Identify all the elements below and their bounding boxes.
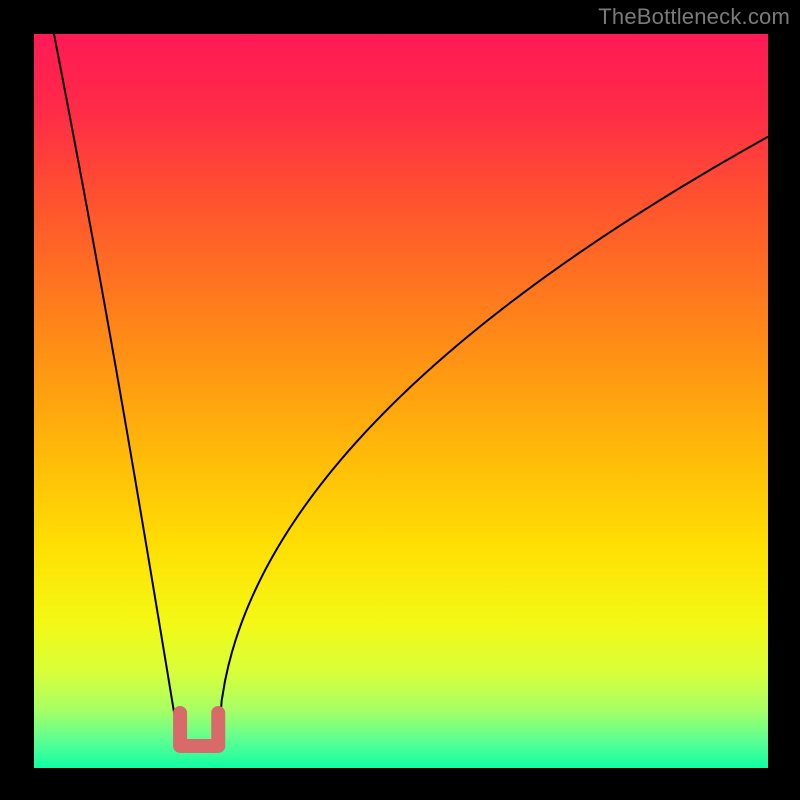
watermark-text: TheBottleneck.com	[598, 4, 790, 30]
bottleneck-curve	[34, 0, 768, 749]
plot-area	[34, 34, 768, 768]
curve-layer	[34, 34, 768, 768]
chart-container: TheBottleneck.com	[0, 0, 800, 800]
notch-marker	[180, 713, 218, 746]
